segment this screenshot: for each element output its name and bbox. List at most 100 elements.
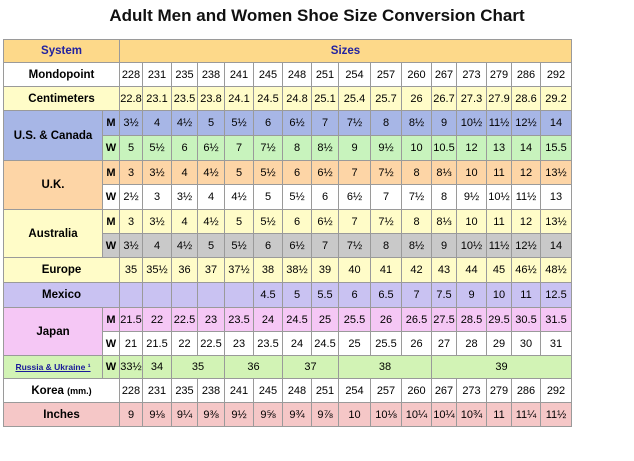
size-cell: 9 xyxy=(456,282,487,308)
size-cell: 33½ xyxy=(119,355,143,379)
size-cell: 15.5 xyxy=(540,135,572,161)
size-cell: 6 xyxy=(253,110,283,136)
label-centimeters: Centimeters xyxy=(3,86,120,111)
size-cell: 7½ xyxy=(253,135,283,161)
size-cell: 41 xyxy=(370,257,402,283)
size-cell: 4½ xyxy=(171,233,198,258)
row-us-women: W 5 5½ 6 6½ 7 7½ 8 8½ 9 9½ 10 10.5 12 13 14 15.5 xyxy=(3,135,572,161)
size-cell: 10¾ xyxy=(456,402,487,427)
size-cell: 5 xyxy=(224,160,254,185)
size-cell: 228 xyxy=(119,62,143,87)
size-cell: 6.5 xyxy=(370,282,402,308)
size-cell: 38½ xyxy=(282,257,312,283)
size-cell: 35 xyxy=(171,355,225,379)
size-cell: 29.2 xyxy=(540,86,572,111)
size-cell: 7½ xyxy=(338,233,371,258)
size-cell: 10 xyxy=(486,282,512,308)
size-cell: 7 xyxy=(311,233,339,258)
row-korea: Korea (mm.) 228 231 235 238 241 245 248 251 254 2… xyxy=(3,378,572,403)
size-cell: 6½ xyxy=(311,160,339,185)
size-cell: 6 xyxy=(171,135,198,161)
size-cell: 10 xyxy=(456,160,487,185)
row-europe: Europe 35 35½ 36 37 37½ 38 38½ 39 40 41 42 43 44 45 46… xyxy=(3,257,572,283)
size-cell: 286 xyxy=(511,62,541,87)
label-russia-ukraine-link[interactable]: Russia & Ukraine ¹ xyxy=(3,355,103,379)
size-cell: 260 xyxy=(401,378,432,403)
header-row: System Sizes xyxy=(3,39,572,63)
sizes-header: Sizes xyxy=(119,39,572,63)
label-australia: Australia xyxy=(3,209,103,258)
size-cell: 7½ xyxy=(370,160,402,185)
size-cell: 5 xyxy=(119,135,143,161)
size-cell: 28.5 xyxy=(456,307,487,332)
size-cell: 4 xyxy=(171,160,198,185)
size-cell: 11 xyxy=(511,282,541,308)
size-cell: 10.5 xyxy=(431,135,457,161)
size-cell: 21.5 xyxy=(142,331,172,356)
size-cell: 11½ xyxy=(486,233,512,258)
size-cell: 3 xyxy=(119,209,143,234)
gender-w: W xyxy=(102,331,120,356)
size-cell: 36 xyxy=(224,355,283,379)
size-cell: 25 xyxy=(338,331,371,356)
size-cell: 42 xyxy=(401,257,432,283)
size-cell: 3 xyxy=(119,160,143,185)
size-cell: 228 xyxy=(119,378,143,403)
size-cell xyxy=(224,282,254,308)
gender-w: W xyxy=(102,135,120,161)
row-australia-men: Australia M 3 3½ 4 4½ 5 5½ 6 6½ 7 7½ 8 8⅓ 10 11 12 13½ xyxy=(3,209,572,258)
size-cell: 231 xyxy=(142,378,172,403)
size-cell: 267 xyxy=(431,62,457,87)
size-cell: 13 xyxy=(540,184,572,210)
size-cell: 7 xyxy=(401,282,432,308)
size-cell: 26.7 xyxy=(431,86,457,111)
size-cell: 29.5 xyxy=(486,307,512,332)
size-cell: 28.6 xyxy=(511,86,541,111)
row-japan-men: Japan M 21.5 22 22.5 23 23.5 24 24.5 25 25.5 26 26… xyxy=(3,307,572,356)
size-cell: 6½ xyxy=(338,184,371,210)
size-cell: 9⅜ xyxy=(197,402,225,427)
size-cell: 35 xyxy=(119,257,143,283)
label-us-canada: U.S. & Canada xyxy=(3,110,103,161)
size-cell: 36 xyxy=(171,257,198,283)
size-cell: 26 xyxy=(401,86,432,111)
size-cell: 292 xyxy=(540,62,572,87)
size-cell: 25 xyxy=(311,307,339,332)
size-cell: 9⅞ xyxy=(311,402,339,427)
size-cell: 6 xyxy=(311,184,339,210)
size-cell: 24.1 xyxy=(224,86,254,111)
size-cell: 12.5 xyxy=(540,282,572,308)
size-cell: 5½ xyxy=(224,233,254,258)
size-cell: 13½ xyxy=(540,160,572,185)
row-us-men: U.S. & Canada M 3½ 4 4½ 5 5½ 6 6½ 7 7½ 8 8½ 9 10½ 11½… xyxy=(3,110,572,161)
size-cell: 5 xyxy=(253,184,283,210)
size-cell: 48½ xyxy=(540,257,572,283)
label-japan: Japan xyxy=(3,307,103,356)
size-cell: 5 xyxy=(282,282,312,308)
size-cell: 7.5 xyxy=(431,282,457,308)
label-europe: Europe xyxy=(3,257,120,283)
size-cell: 13 xyxy=(486,135,512,161)
size-cell: 9 xyxy=(431,233,457,258)
size-cell: 31.5 xyxy=(540,307,572,332)
size-cell: 10 xyxy=(338,402,371,427)
size-cell: 12½ xyxy=(511,110,541,136)
size-cell: 29 xyxy=(486,331,512,356)
size-cell: 44 xyxy=(456,257,487,283)
size-cell: 3 xyxy=(142,184,172,210)
size-cell: 11½ xyxy=(486,110,512,136)
size-cell: 4 xyxy=(171,209,198,234)
size-cell: 14 xyxy=(540,233,572,258)
size-cell: 9 xyxy=(119,402,143,427)
size-cell: 292 xyxy=(540,378,572,403)
size-cell: 6½ xyxy=(282,110,312,136)
size-cell: 286 xyxy=(511,378,541,403)
size-cell: 39 xyxy=(431,355,572,379)
size-cell: 46½ xyxy=(511,257,541,283)
size-cell: 10 xyxy=(456,209,487,234)
gender-w: W xyxy=(102,233,120,258)
size-cell: 7½ xyxy=(338,110,371,136)
size-cell: 245 xyxy=(253,62,283,87)
row-inches: Inches 9 9⅛ 9¼ 9⅜ 9½ 9⅝ 9¾ 9⅞ 10 10⅛ 10¼ 10¼ 10¾ 11 11… xyxy=(3,402,572,427)
size-cell xyxy=(119,282,143,308)
